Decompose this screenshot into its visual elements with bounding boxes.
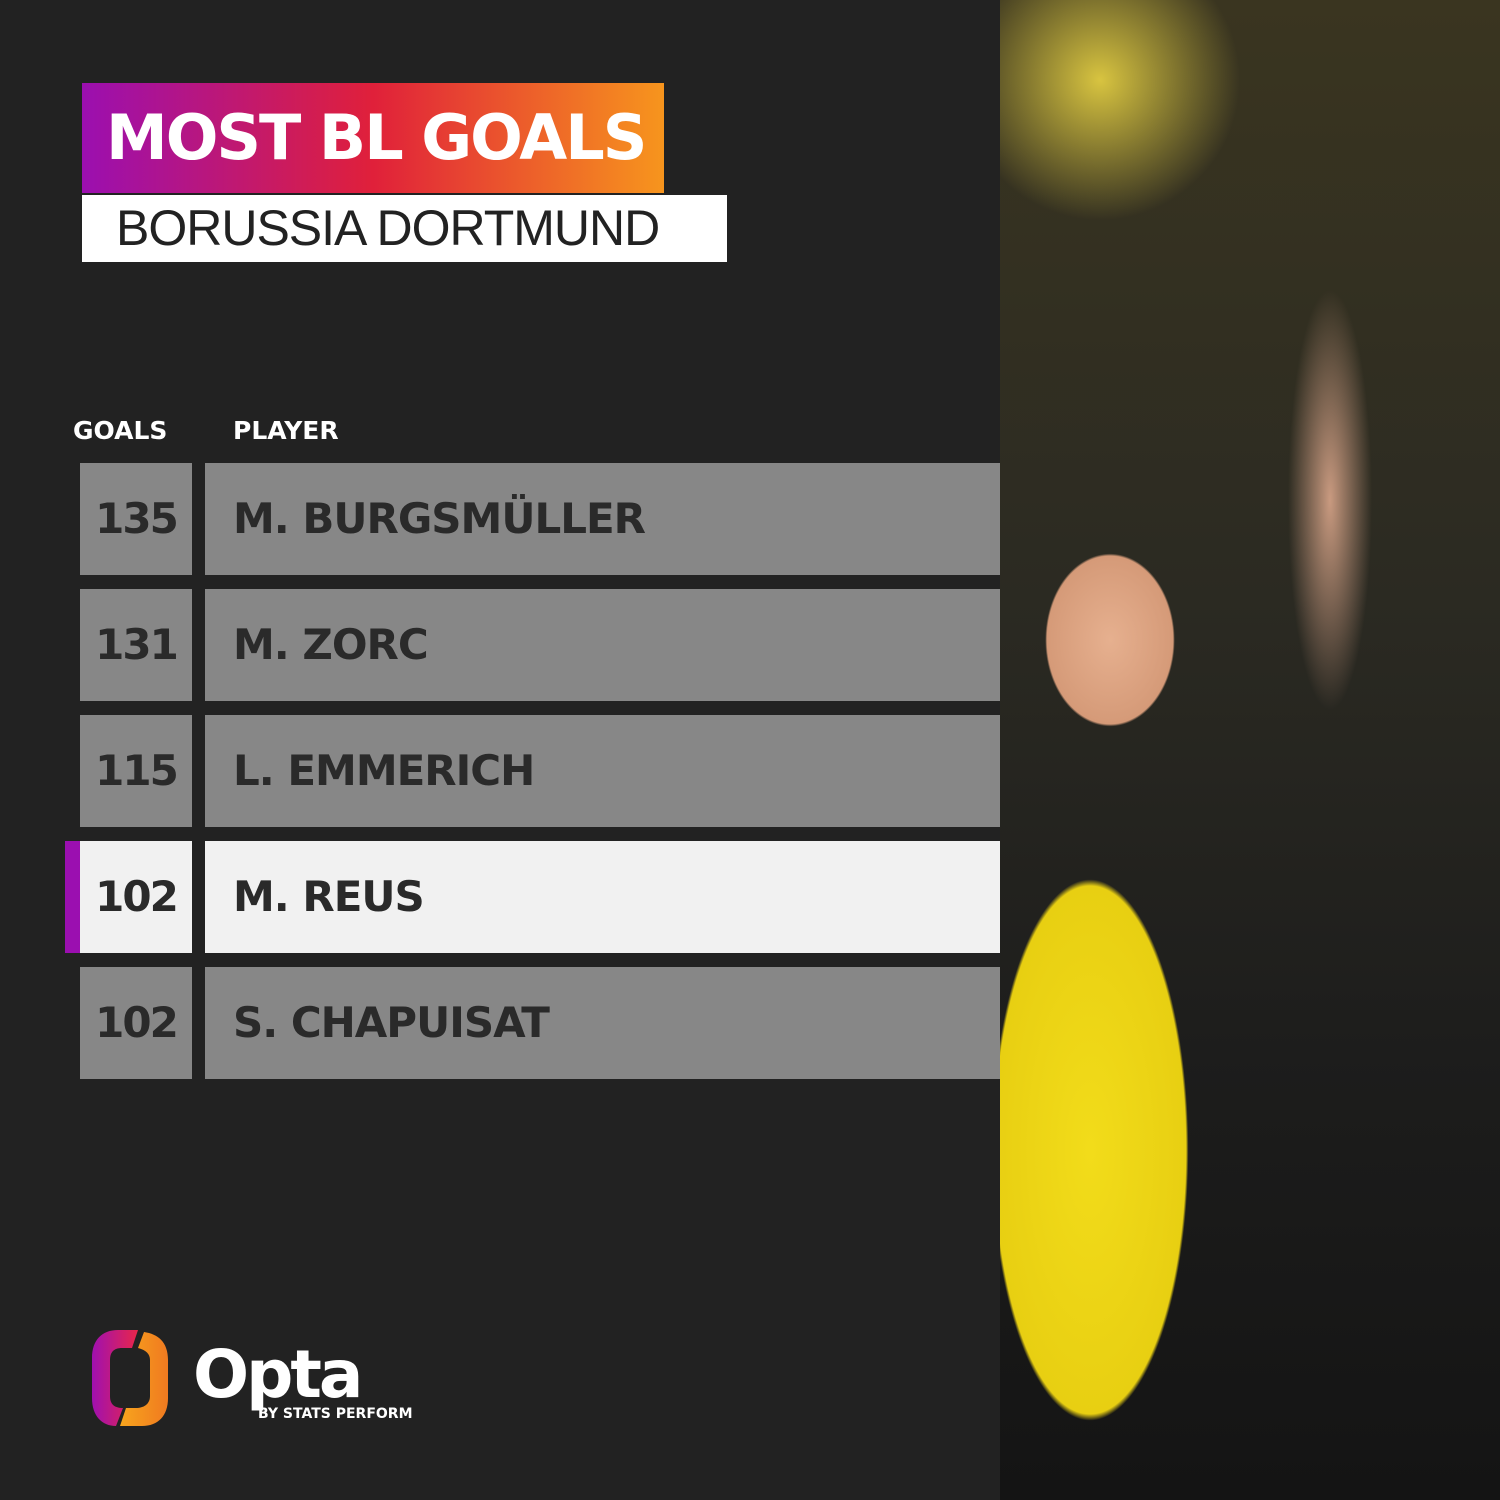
table-row: 135 M. BURGSMÜLLER bbox=[80, 463, 1000, 575]
player-cell: M. ZORC bbox=[205, 589, 1000, 701]
column-header-goals: GOALS bbox=[73, 416, 168, 445]
subtitle-banner: BORUSSIA DORTMUND bbox=[82, 195, 727, 262]
goals-cell: 135 bbox=[80, 463, 192, 575]
player-cell: M. BURGSMÜLLER bbox=[205, 463, 1000, 575]
opta-logo-icon bbox=[92, 1330, 168, 1426]
table-row: 131 M. ZORC bbox=[80, 589, 1000, 701]
opta-tagline: BY STATS PERFORM bbox=[258, 1406, 413, 1422]
table-row: 102 S. CHAPUISAT bbox=[80, 967, 1000, 1079]
title-banner: MOST BL GOALS bbox=[82, 83, 664, 193]
player-cell: M. REUS bbox=[205, 841, 1000, 953]
goals-cell: 102 bbox=[80, 967, 192, 1079]
goals-cell: 115 bbox=[80, 715, 192, 827]
player-photo bbox=[1000, 0, 1500, 1500]
player-cell: L. EMMERICH bbox=[205, 715, 1000, 827]
table-row: 115 L. EMMERICH bbox=[80, 715, 1000, 827]
opta-wordmark: Opta bbox=[193, 1336, 363, 1413]
column-header-player: PLAYER bbox=[233, 416, 339, 445]
table-row: 102 M. REUS bbox=[65, 841, 1000, 953]
highlight-accent-bar bbox=[65, 841, 80, 953]
player-cell: S. CHAPUISAT bbox=[205, 967, 1000, 1079]
goals-cell: 102 bbox=[80, 841, 192, 953]
goals-cell: 131 bbox=[80, 589, 192, 701]
